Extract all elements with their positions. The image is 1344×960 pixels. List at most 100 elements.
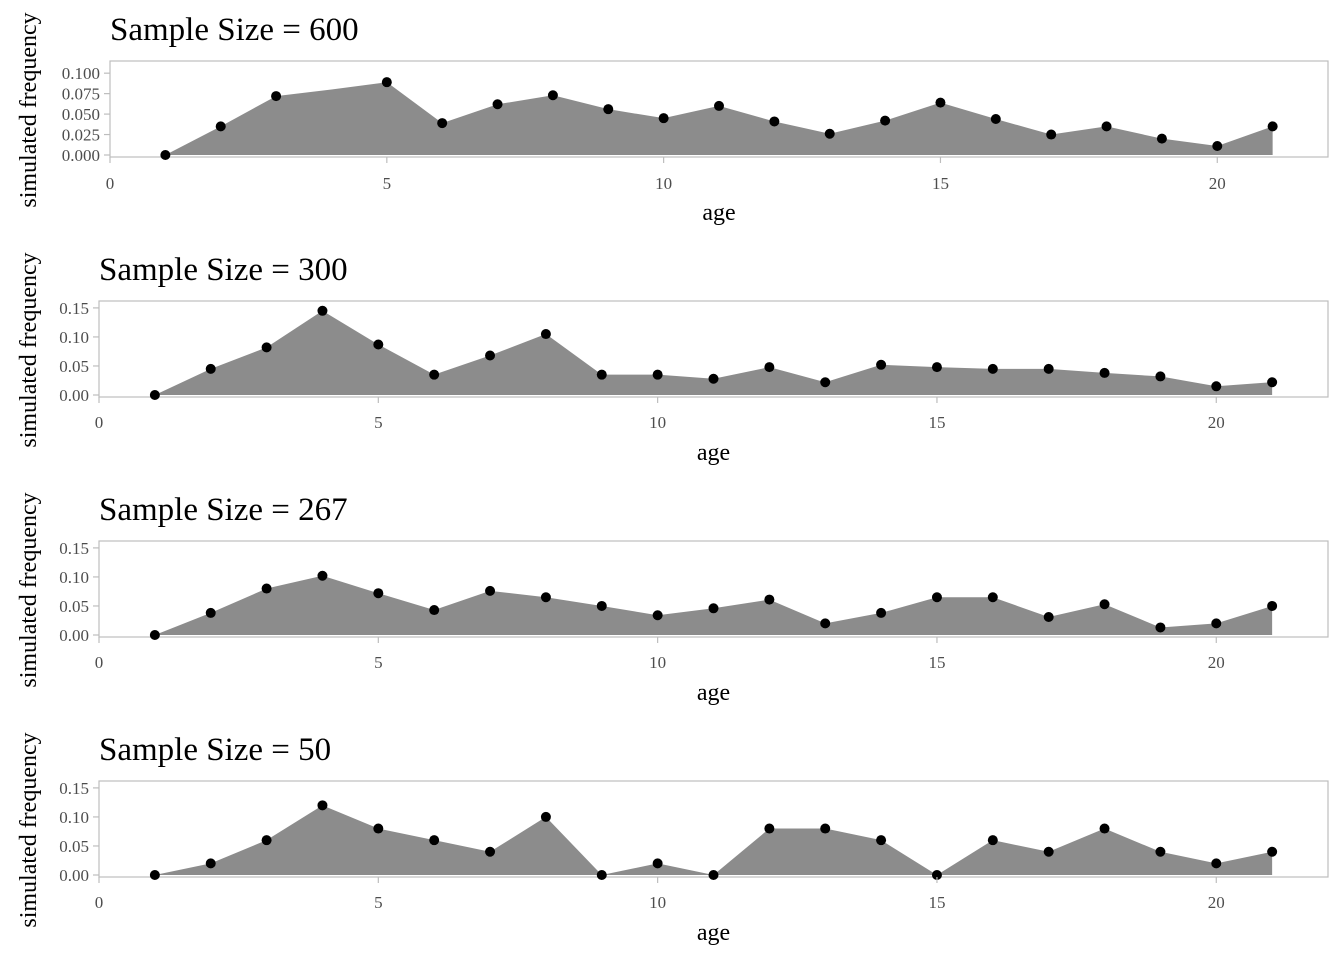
data-point [708, 603, 719, 614]
x-axis-label: age [697, 680, 730, 706]
data-point [1155, 371, 1166, 382]
x-tick-label: 5 [374, 893, 383, 912]
y-tick-label: 0.05 [59, 357, 89, 376]
y-tick-label: 0.05 [59, 837, 89, 856]
data-point [1155, 846, 1166, 857]
x-tick-label: 20 [1208, 413, 1225, 432]
data-point [547, 90, 558, 101]
data-point [437, 118, 448, 129]
data-point [540, 592, 551, 603]
y-tick-label: 0.025 [62, 126, 100, 145]
data-point [540, 329, 551, 340]
data-point [1043, 612, 1054, 622]
data-point [764, 823, 775, 834]
frequency-area [165, 82, 1273, 155]
y-tick-label: 0.075 [62, 85, 100, 104]
data-point [990, 114, 1001, 124]
panel-border [109, 60, 1329, 158]
data-point [429, 835, 440, 846]
data-point [205, 363, 216, 374]
y-axis-label: simulated frequency [16, 12, 42, 207]
data-point [1043, 846, 1054, 857]
x-tick-label: 10 [649, 893, 666, 912]
chart-title: Sample Size = 300 [99, 252, 348, 288]
data-point [1267, 121, 1278, 132]
y-axis-label: simulated frequency [16, 492, 42, 687]
data-point [764, 594, 775, 605]
data-point [714, 100, 724, 111]
data-point [596, 870, 607, 880]
frequency-area [154, 805, 1273, 875]
data-point [317, 570, 328, 581]
data-point [149, 870, 160, 880]
data-point [492, 99, 503, 110]
data-point [381, 77, 392, 88]
x-tick-label: 10 [655, 174, 672, 193]
data-point [215, 121, 226, 132]
y-tick-label: 0.050 [62, 105, 100, 124]
data-point [1267, 377, 1278, 388]
x-tick-label: 15 [928, 413, 945, 432]
x-tick-label: 5 [374, 653, 383, 672]
data-point [1043, 363, 1054, 374]
x-axis-label: age [697, 920, 730, 946]
y-tick-label: 0.15 [59, 539, 89, 558]
x-tick-label: 10 [649, 413, 666, 432]
data-point [149, 630, 160, 640]
data-point [820, 823, 831, 834]
data-point [764, 362, 775, 373]
data-point [271, 91, 282, 102]
data-point [1099, 823, 1110, 834]
data-point [205, 607, 216, 618]
data-point [596, 369, 607, 380]
frequency-area [154, 310, 1273, 395]
x-tick-label: 20 [1208, 893, 1225, 912]
data-point [1046, 129, 1057, 140]
data-point [931, 870, 942, 880]
data-point [540, 811, 551, 822]
y-tick-label: 0.00 [59, 626, 89, 645]
data-point [373, 339, 384, 350]
facet-panel-3: Sample Size = 267 0.00 0.05 0.10 0.15 0 5 10 15 2… [59, 492, 1329, 706]
data-point [769, 116, 780, 127]
data-point [149, 390, 160, 400]
data-point [373, 823, 384, 834]
x-tick-label: 20 [1209, 174, 1226, 193]
x-axis-label: age [697, 440, 730, 466]
y-tick-label: 0.10 [59, 808, 89, 827]
data-point [987, 363, 998, 374]
data-point [1101, 121, 1112, 132]
data-point [485, 585, 496, 596]
data-point [485, 350, 496, 361]
data-point [708, 870, 719, 880]
data-point [820, 377, 831, 388]
data-point [824, 128, 835, 139]
data-point [880, 115, 891, 126]
y-tick-label: 0.15 [59, 299, 89, 318]
data-point [1212, 141, 1223, 151]
data-point [876, 359, 887, 370]
y-axis-label: simulated frequency [16, 252, 42, 447]
data-point [596, 600, 607, 611]
data-point [603, 104, 614, 115]
data-point [935, 97, 946, 108]
y-tick-label: 0.000 [62, 146, 100, 165]
y-tick-label: 0.00 [59, 866, 89, 885]
data-point [317, 800, 328, 811]
data-point [1155, 622, 1166, 633]
x-tick-label: 0 [95, 653, 104, 672]
data-point [429, 605, 440, 616]
data-point [1267, 600, 1278, 611]
y-tick-label: 0.05 [59, 597, 89, 616]
x-axis-label: age [702, 200, 735, 226]
panel-border [98, 300, 1329, 398]
data-point [261, 583, 272, 594]
data-point [1211, 858, 1222, 869]
x-tick-label: 10 [649, 653, 666, 672]
data-point [987, 592, 998, 603]
data-point [373, 588, 384, 599]
data-point [876, 607, 887, 618]
y-tick-label: 0.15 [59, 779, 89, 798]
facet-panel-4: Sample Size = 50 0.00 0.05 0.10 0.15 0 5 10 15 20… [59, 732, 1329, 946]
